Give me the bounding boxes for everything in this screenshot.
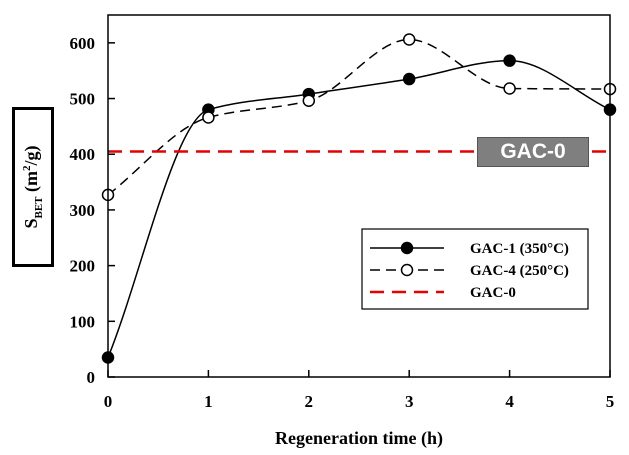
x-tick-label: 2 [305,392,314,411]
legend-box [361,228,589,310]
x-tick-label: 5 [606,392,615,411]
legend-label-1: GAC-4 (250°C) [470,263,569,279]
data-point-s0-x3 [402,72,416,86]
data-point-s1-x3 [402,33,416,46]
series-line-0 [107,59,611,358]
x-axis-label: Regeneration time (h) [275,428,443,449]
gac0-annotation: GAC-0 [477,137,589,167]
y-tick-label: 500 [70,90,96,109]
y-tick-label: 0 [87,368,96,387]
plot-frame [107,14,611,378]
x-tick-label: 4 [505,392,514,411]
legend-marker-1 [400,263,414,277]
data-point-s1-x2 [302,94,316,108]
y-tick-label: 600 [70,34,96,53]
data-point-s0-x4 [503,54,516,67]
series-line-1 [107,38,611,196]
y-axis-label: SBET (m2/g) [21,145,45,229]
legend-label-0: GAC-1 (350°C) [470,241,569,257]
x-tick-label: 0 [104,392,113,411]
legend: GAC-1 (350°C) GAC-4 (250°C) GAC-0 [361,228,589,310]
x-tick-label: 3 [405,392,414,411]
y-tick-label: 100 [70,312,96,331]
legend-marker-0 [400,241,414,255]
y-tick-label: 200 [70,257,96,276]
data-point-s1-x4 [503,82,516,95]
legend-label-2: GAC-0 [470,285,516,301]
y-tick-label: 300 [70,201,96,220]
x-tick-label: 1 [204,392,213,411]
y-tick-label: 400 [70,145,96,164]
y-axis-label-box: SBET (m2/g) [12,107,54,267]
data-point-s1-x1 [202,111,215,124]
